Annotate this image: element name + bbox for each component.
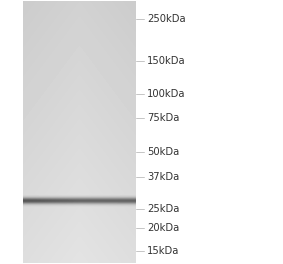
- Text: 150kDa: 150kDa: [147, 56, 186, 66]
- Text: 25kDa: 25kDa: [147, 204, 179, 214]
- Text: 20kDa: 20kDa: [147, 223, 179, 233]
- Text: 50kDa: 50kDa: [147, 147, 179, 157]
- Text: 75kDa: 75kDa: [147, 113, 179, 123]
- Text: 250kDa: 250kDa: [147, 13, 186, 23]
- Text: 15kDa: 15kDa: [147, 247, 179, 256]
- Text: 37kDa: 37kDa: [147, 172, 179, 182]
- Text: 100kDa: 100kDa: [147, 89, 186, 99]
